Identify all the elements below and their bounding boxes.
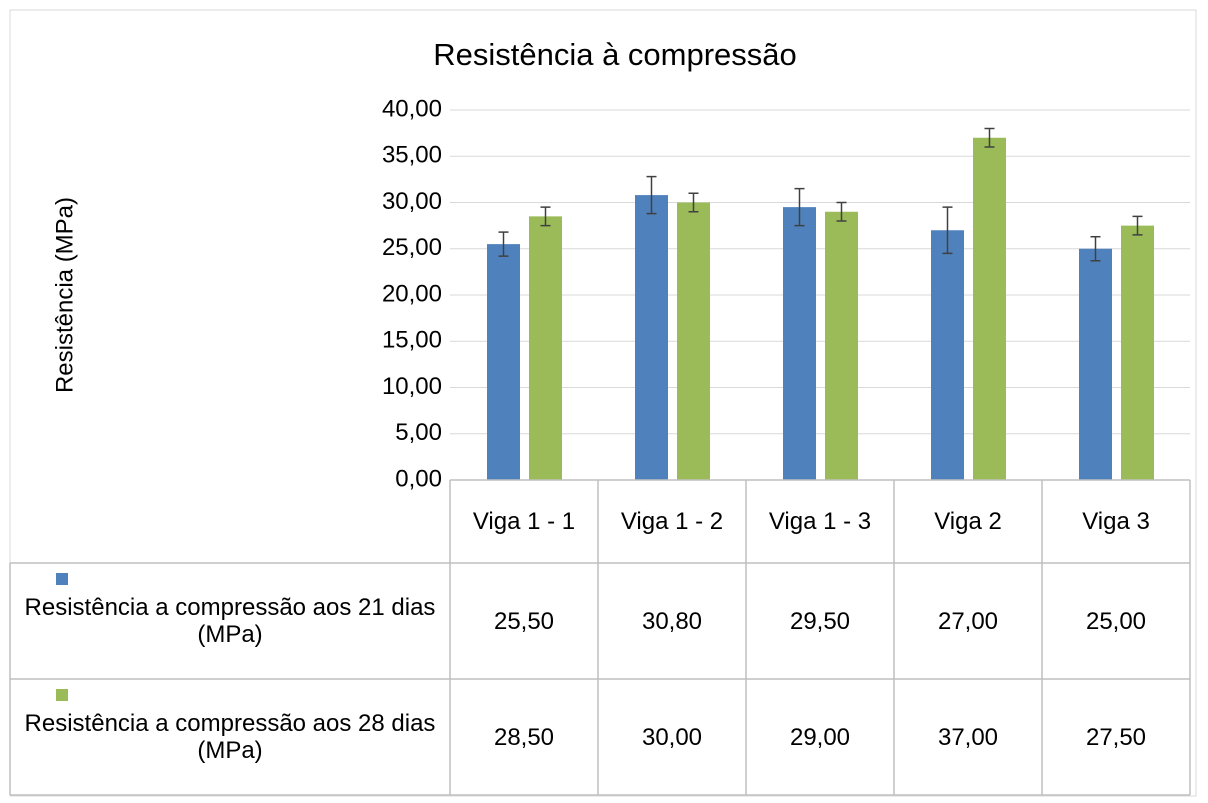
y-axis-label: Resistência (MPa) [51, 197, 78, 393]
table-value: 29,50 [789, 607, 851, 635]
y-tick-label: 10,00 [382, 373, 442, 400]
bar [825, 211, 858, 480]
bar [1079, 248, 1112, 480]
table-value: 28,50 [493, 723, 555, 751]
error-bar [836, 201, 847, 222]
y-tick-label: 35,00 [382, 142, 442, 169]
error-bar [1132, 215, 1143, 236]
table-value: 30,00 [641, 723, 703, 751]
error-bar [688, 192, 699, 213]
bar [677, 202, 710, 480]
error-bar [646, 175, 657, 215]
bar [635, 195, 668, 480]
error-bar [1090, 235, 1101, 262]
bar [1121, 225, 1154, 480]
table-value: 29,00 [789, 723, 851, 751]
y-tick-label: 20,00 [382, 280, 442, 307]
category-label: Viga 2 [934, 508, 1002, 535]
y-tick-label: 40,00 [382, 95, 442, 122]
bar [487, 244, 520, 480]
y-tick-label: 25,00 [382, 234, 442, 261]
bar [931, 230, 964, 480]
y-tick-label: 0,00 [395, 465, 442, 492]
chart-title: Resistência à compressão [433, 37, 797, 72]
table-value: 37,00 [937, 723, 999, 751]
table-value: 25,50 [493, 607, 555, 635]
legend-label: Resistência a compressão aos 21 dias (MP… [24, 594, 436, 648]
category-label: Viga 1 - 1 [472, 508, 576, 535]
y-tick-label: 5,00 [395, 419, 442, 446]
category-label: Viga 1 - 3 [768, 508, 872, 535]
table-value: 25,00 [1085, 607, 1147, 635]
bar [973, 137, 1006, 480]
y-tick-label: 30,00 [382, 188, 442, 215]
table-value: 27,00 [937, 607, 999, 635]
legend-swatch [56, 573, 68, 585]
error-bar [498, 231, 509, 257]
bar [783, 207, 816, 480]
table-value: 30,80 [641, 607, 703, 635]
error-bar [794, 187, 805, 227]
error-bar [984, 127, 995, 148]
error-bar [540, 206, 551, 227]
table-value: 27,50 [1085, 723, 1147, 751]
category-label: Viga 3 [1082, 508, 1150, 535]
legend-label: Resistência a compressão aos 28 dias (MP… [24, 710, 436, 764]
y-tick-label: 15,00 [382, 327, 442, 354]
legend-swatch [56, 689, 68, 701]
bar [529, 216, 562, 480]
error-bar [942, 206, 953, 255]
category-label: Viga 1 - 2 [620, 508, 724, 535]
